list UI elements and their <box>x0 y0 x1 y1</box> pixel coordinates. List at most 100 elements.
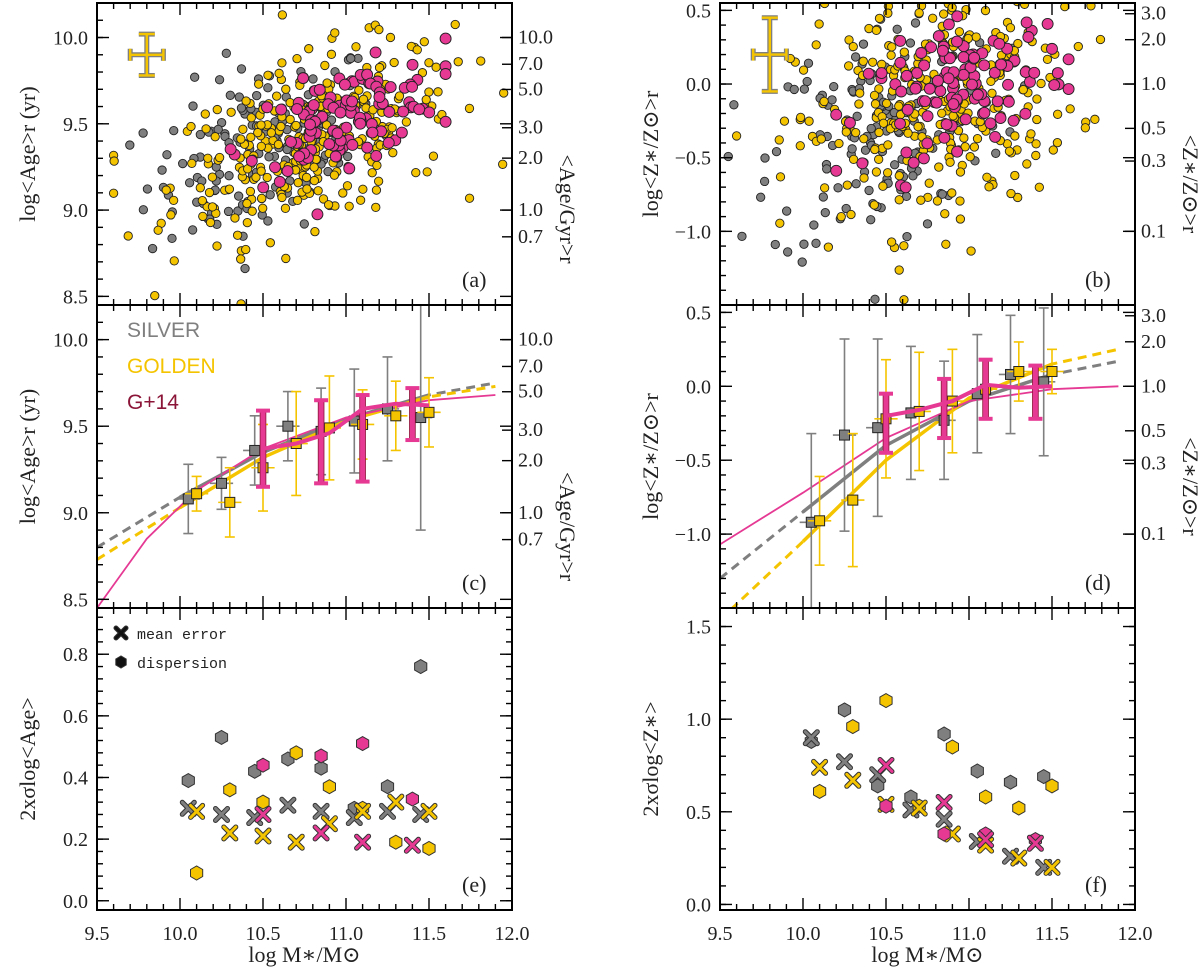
data-point <box>802 76 812 87</box>
mean-error-marker-b <box>803 730 819 746</box>
data-point <box>281 84 291 94</box>
right-tick-label: 7.0 <box>518 355 543 377</box>
data-point <box>1031 150 1041 161</box>
data-point <box>109 156 119 166</box>
data-point <box>195 129 205 140</box>
data-point <box>878 181 888 191</box>
data-point <box>187 158 197 169</box>
plot-area-c <box>97 305 496 608</box>
panel-d: −1.0 −0.5 0.0 0.5 0.1 0.3 0.5 1.0 2.0 3.0 <Z∗/Z⊙>r… <box>638 302 1200 609</box>
mean-error-marker <box>287 833 305 851</box>
y-tick-label: 1.0 <box>686 709 711 731</box>
data-point <box>304 44 314 54</box>
dispersion-marker <box>1037 769 1051 785</box>
data-point <box>859 173 869 183</box>
data-point <box>1028 66 1041 79</box>
data-point <box>238 124 248 134</box>
right-tick-label: 3.0 <box>518 419 543 441</box>
data-point <box>338 188 348 198</box>
data-point <box>759 176 770 187</box>
data-point <box>265 190 275 200</box>
curve-g-14-fit <box>720 385 1119 546</box>
y-tick-label: 0.5 <box>686 302 711 324</box>
right-axis-label: <Z∗/Z⊙>r <box>1178 135 1200 234</box>
data-point <box>756 192 766 202</box>
legend: SILVER GOLDEN G+14 <box>127 319 216 414</box>
plot-area-a <box>108 10 509 305</box>
dispersion-marker <box>970 763 984 779</box>
data-point <box>843 116 856 129</box>
binned-golden <box>184 375 441 538</box>
data-point <box>829 81 839 92</box>
data-point <box>991 95 1004 108</box>
data-point <box>923 82 936 95</box>
data-point <box>822 164 832 174</box>
x-tick-label: 9.5 <box>708 923 733 945</box>
data-point <box>731 131 742 141</box>
data-point <box>954 27 965 37</box>
data-point <box>907 156 920 169</box>
data-point <box>1073 41 1083 52</box>
data-point <box>167 233 177 244</box>
dispersion-marker <box>1012 800 1026 816</box>
y-tick-label: 0.5 <box>686 802 711 824</box>
bin-marker <box>216 477 227 489</box>
data-point <box>894 265 904 275</box>
panel-f: 9.5 10.0 10.5 11.0 11.5 12.0 0.0 0.5 1.0 1.5 2xσlo… <box>638 607 1153 945</box>
right-tick-label: 0.5 <box>1141 117 1166 139</box>
right-tick-label: 3.0 <box>1141 305 1166 327</box>
data-point <box>329 170 340 180</box>
data-point <box>934 85 947 98</box>
mean-error-marker <box>1043 858 1061 876</box>
data-point <box>322 78 332 88</box>
data-point <box>125 140 135 150</box>
dispersion-marker <box>356 736 370 752</box>
data-point <box>354 117 367 130</box>
axes-frame <box>96 304 513 609</box>
data-point <box>308 74 318 84</box>
data-point <box>253 127 263 138</box>
data-point <box>354 85 364 95</box>
data-point <box>782 206 792 216</box>
data-point <box>937 108 947 118</box>
data-point <box>1048 145 1058 155</box>
data-point <box>236 103 247 113</box>
data-point <box>848 42 858 52</box>
data-point <box>942 18 955 31</box>
data-point <box>789 84 799 95</box>
data-point <box>900 146 913 159</box>
data-point <box>428 151 439 161</box>
data-point <box>281 165 294 178</box>
right-tick-label: 0.5 <box>1141 420 1166 442</box>
data-point <box>1006 188 1016 199</box>
data-point <box>242 198 252 209</box>
right-tick-label: 2.0 <box>1141 331 1166 353</box>
data-point <box>847 144 857 154</box>
data-point <box>224 184 235 194</box>
mean-error-marker <box>977 831 995 849</box>
right-tick-label: 2.0 <box>518 147 543 169</box>
data-point <box>1020 16 1033 29</box>
mean-error-marker-b <box>878 757 894 773</box>
axes-frame <box>96 607 513 911</box>
data-point <box>809 220 819 230</box>
panel-label: (f) <box>1085 872 1107 897</box>
data-point <box>1051 67 1064 80</box>
panel-label: (b) <box>1085 267 1111 292</box>
data-point <box>232 230 243 240</box>
data-point <box>195 183 205 193</box>
data-point <box>123 231 133 241</box>
data-point <box>142 184 153 194</box>
data-point <box>886 237 897 247</box>
data-point <box>942 72 955 85</box>
data-point <box>385 32 396 43</box>
data-point <box>401 117 412 127</box>
data-point <box>406 58 419 71</box>
data-point <box>799 84 809 94</box>
data-point <box>811 238 821 248</box>
data-point <box>945 157 955 167</box>
axes-frame <box>719 304 1136 609</box>
mean-error-marker <box>254 827 272 845</box>
data-point <box>860 145 871 155</box>
data-point <box>342 181 353 191</box>
